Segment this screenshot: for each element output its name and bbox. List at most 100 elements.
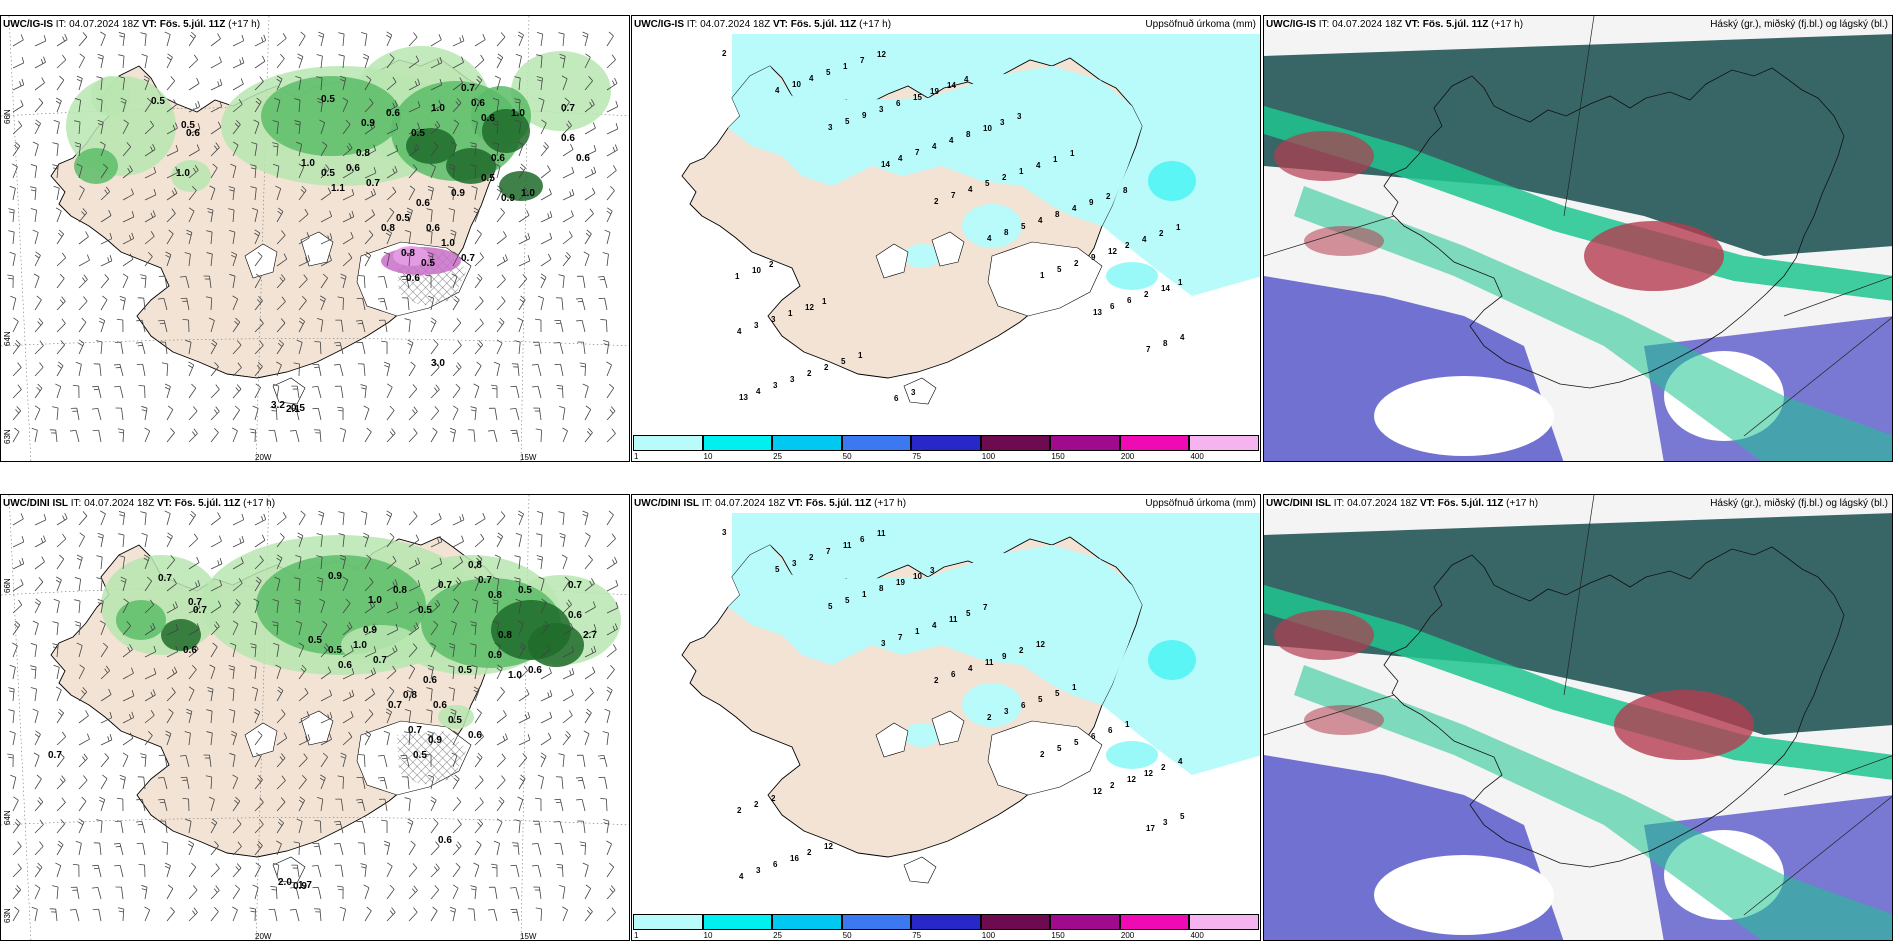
precip-value-label: 12 — [805, 303, 814, 312]
precip-value-label: 3 — [756, 866, 761, 875]
precip-value-label: 15 — [913, 93, 922, 102]
precip-value-label: 0.9 — [451, 188, 465, 199]
precip-value-label: 0.7 — [568, 580, 582, 591]
precip-value-label: 0.6 — [423, 675, 437, 686]
colorbar-tick: 150 — [1051, 452, 1065, 461]
precip-value-label: 13 — [1093, 308, 1102, 317]
colorbar-swatch — [911, 435, 981, 451]
colorbar-tick: 10 — [703, 931, 713, 940]
precip-value-label: 0.7 — [158, 573, 172, 584]
precip-value-label: 0.9 — [328, 571, 342, 582]
precip-value-label: 3 — [930, 566, 935, 575]
colorbar-swatch — [980, 435, 1051, 451]
precip-value-label: 1.0 — [508, 670, 522, 681]
precip-value-label: 1 — [1070, 149, 1075, 158]
precip-title: Uppsöfnuð úrkoma (mm) — [1145, 19, 1256, 30]
precip-value-label: 4 — [1038, 216, 1043, 225]
precip-value-label: 2 — [807, 848, 812, 857]
colorbar-tick: 50 — [842, 931, 852, 940]
colorbar-tick: 100 — [981, 931, 996, 940]
colorbar-swatch — [633, 914, 703, 930]
precip-value-label: 5 — [1055, 689, 1060, 698]
precip-value-label: 1 — [843, 62, 848, 71]
precip-value-label: 2 — [1125, 241, 1130, 250]
precip-value-label: 1 — [858, 351, 863, 360]
precip-value-label: 3.2 — [271, 400, 285, 411]
colorbar-swatch — [841, 435, 912, 451]
precip-value-label: 4 — [932, 621, 937, 630]
precip-value-label: 0.7 — [193, 605, 207, 616]
precip-shading — [728, 66, 1196, 290]
precip-value-label: 2 — [807, 369, 812, 378]
precip-value-label: 8 — [1163, 339, 1168, 348]
precip-value-label: 0.8 — [381, 223, 395, 234]
coastline — [1383, 546, 1845, 868]
precip-value-label: 0.6 — [433, 700, 447, 711]
precip-value-label: 12 — [1108, 247, 1117, 256]
precip-value-label: 10 — [913, 572, 922, 581]
panel-title: UWC/DINI ISL IT: 04.07.2024 18Z VT: Fös.… — [1266, 498, 1539, 509]
precip-value-label: 5 — [1074, 738, 1079, 747]
precip-value-label: 6 — [1091, 732, 1096, 741]
coastline — [1383, 67, 1845, 389]
precip-value-label: 2 — [1110, 781, 1115, 790]
colorbar-tick: 200 — [1120, 452, 1135, 461]
precip-value-label: 2 — [824, 363, 829, 372]
precip-value-label: 0.6 — [426, 223, 440, 234]
precip-value-label: 2 — [1106, 192, 1111, 201]
colorbar-tick: 10 — [703, 452, 713, 461]
precip-value-label: 1 — [1125, 720, 1130, 729]
precip-value-label: 1 — [788, 309, 793, 318]
precip-value-label: 0.5 — [328, 645, 342, 656]
precip-map: 2431424113713105478568449745264353454924… — [632, 34, 1260, 444]
precip-value-label: 3 — [1000, 118, 1005, 127]
precip-value-label: 0.5 — [518, 585, 532, 596]
precip-value-label: 0.5 — [151, 96, 165, 107]
precip-value-label: 9 — [1089, 198, 1094, 207]
cloud-panel-bottom: UWC/DINI ISL IT: 04.07.2024 18Z VT: Fös.… — [1263, 494, 1893, 941]
colorbar-swatch — [772, 914, 842, 930]
precip-value-label: 3 — [792, 559, 797, 568]
precip-value-label: 5 — [966, 609, 971, 618]
colorbar-tick: 400 — [1190, 452, 1204, 461]
precip-value-label: 1.0 — [176, 168, 190, 179]
precip-value-label: 0.7 — [408, 725, 422, 736]
precip-value-label: 1.0 — [441, 238, 455, 249]
precip-value-label: 0.8 — [356, 148, 370, 159]
colorbar-swatch — [702, 435, 773, 451]
precip-value-label: 12 — [877, 50, 886, 59]
precip-value-label: 16 — [790, 854, 799, 863]
precip-value-label: 2 — [1040, 750, 1045, 759]
cloud-map — [1264, 495, 1892, 940]
precip-value-label: 4 — [968, 185, 973, 194]
precip-panel-bottom: UWC/DINI ISL IT: 04.07.2024 18Z VT: Fös.… — [631, 494, 1261, 941]
precip-value-label: 14 — [947, 81, 956, 90]
precip-value-label: 2 — [771, 794, 776, 803]
precip-value-label: 0.7 — [438, 580, 452, 591]
precip-value-label: 5 — [828, 602, 833, 611]
precip-value-label: 17 — [1146, 824, 1155, 833]
precip-value-label: 2 — [722, 49, 727, 58]
precip-value-label: 4 — [1180, 333, 1185, 342]
precip-title: Uppsöfnuð úrkoma (mm) — [1145, 498, 1256, 509]
colorbar-tick: 150 — [1051, 931, 1065, 940]
lon-label: 15W — [520, 932, 537, 941]
precip-value-label: 11 — [985, 658, 994, 667]
precip-value-label: 3 — [879, 105, 884, 114]
precip-value-label: 0.6 — [438, 835, 452, 846]
wind-precip-panel-top: UWC/IG-IS IT: 04.07.2024 18Z VT: Fös. 5.… — [0, 15, 630, 462]
precip-value-label: 2 — [1144, 290, 1149, 299]
precip-value-label: 7 — [983, 603, 988, 612]
precip-value-label: 0.5 — [413, 750, 427, 761]
precip-value-label: 1 — [862, 590, 867, 599]
precip-value-label: 9 — [1002, 652, 1007, 661]
cloud-title: Háský (gr.), miðský (fj.bl.) og lágský (… — [1710, 498, 1888, 509]
precip-value-label: 12 — [1093, 787, 1102, 796]
precip-value-label: 5 — [845, 117, 850, 126]
precip-value-label: 0.9 — [293, 881, 307, 892]
precip-value-label: 6 — [894, 394, 899, 403]
precip-value-label: 2.7 — [583, 630, 597, 641]
cloud-layers — [1264, 34, 1892, 461]
precip-value-label: 2 — [1019, 646, 1024, 655]
lat-label: 63N — [3, 429, 12, 444]
